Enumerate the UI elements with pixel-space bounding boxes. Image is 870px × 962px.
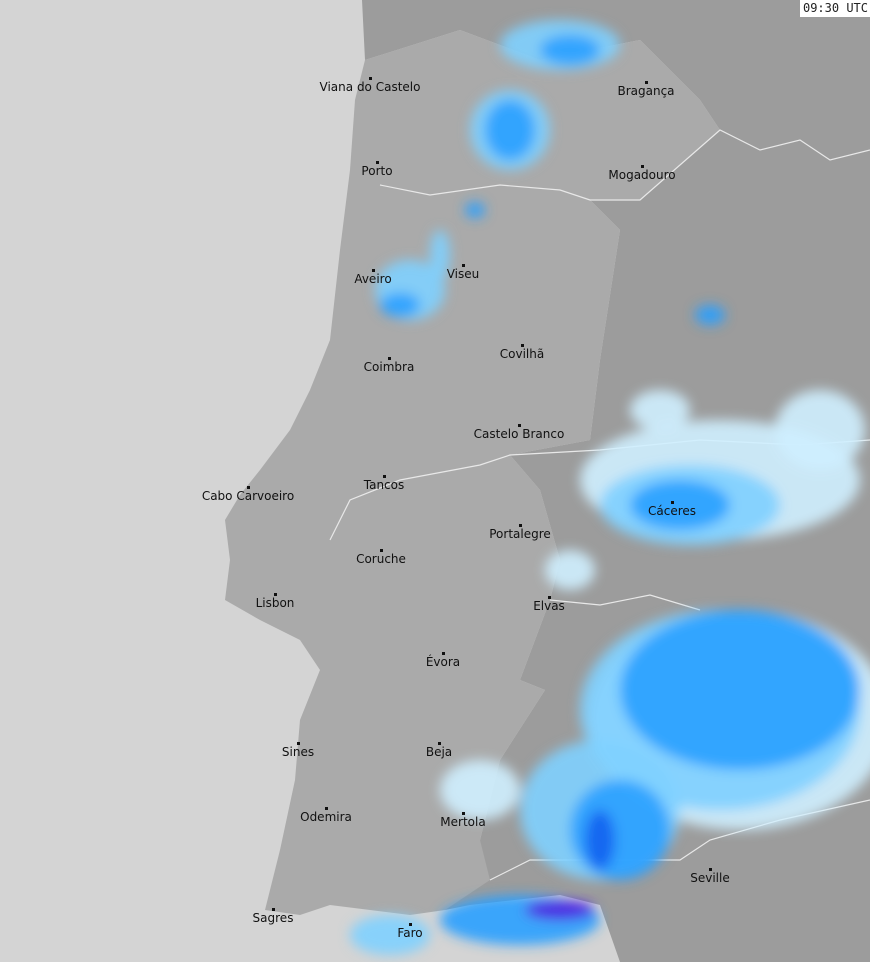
city-label: Aveiro [354, 272, 392, 286]
city-marker [438, 742, 441, 745]
city-marker [247, 486, 250, 489]
rain-cell [545, 550, 595, 590]
city-label: Porto [361, 164, 393, 178]
city-marker [442, 652, 445, 655]
rain-cell [540, 35, 600, 65]
rain-cell [695, 305, 725, 325]
rain-cell [585, 810, 615, 870]
rain-cell [775, 390, 865, 470]
radar-precipitation [350, 20, 870, 955]
city-label: Coimbra [363, 360, 415, 374]
city-label: Beja [425, 745, 453, 759]
city-label: Cabo Carvoeiro [201, 489, 295, 503]
city-marker [388, 357, 391, 360]
city-label: Covilhã [499, 347, 545, 361]
city-label: Bragança [617, 84, 675, 98]
rain-cell [380, 293, 420, 317]
city-label: Portalegre [489, 527, 551, 541]
city-marker [462, 264, 465, 267]
city-label: Odemira [300, 810, 352, 824]
city-marker [369, 77, 372, 80]
city-marker [409, 923, 412, 926]
city-marker [462, 812, 465, 815]
city-marker [380, 549, 383, 552]
city-label: Évora [425, 655, 461, 669]
city-label: Coruche [356, 552, 406, 566]
city-label: Lisbon [255, 596, 295, 610]
city-marker [521, 344, 524, 347]
city-label: Mertola [440, 815, 486, 829]
city-marker [548, 596, 551, 599]
city-label: Viseu [446, 267, 480, 281]
city-marker [641, 165, 644, 168]
city-marker [383, 475, 386, 478]
city-marker [325, 807, 328, 810]
city-marker [272, 908, 275, 911]
city-marker [709, 868, 712, 871]
city-label: Mogadouro [608, 168, 676, 182]
city-label: Sagres [252, 911, 294, 925]
city-label: Viana do Castelo [319, 80, 421, 94]
rain-cell [430, 230, 450, 280]
city-label: Castelo Branco [473, 427, 565, 441]
city-marker [519, 524, 522, 527]
rain-cell [620, 610, 860, 770]
portugal-land [225, 30, 720, 915]
city-marker [671, 501, 674, 504]
city-marker [372, 269, 375, 272]
city-marker [518, 424, 521, 427]
rain-cell [440, 760, 520, 820]
city-label: Faro [397, 926, 423, 940]
rain-cell [570, 780, 670, 880]
city-label: Cáceres [647, 504, 697, 518]
city-label: Sines [281, 745, 315, 759]
city-label: Seville [690, 871, 730, 885]
rain-cell [485, 100, 535, 160]
city-marker [645, 81, 648, 84]
city-label: Elvas [533, 599, 565, 613]
rain-cell [465, 202, 485, 218]
timestamp: 09:30 UTC [799, 0, 870, 17]
rain-cell [525, 900, 595, 920]
rain-cell [630, 390, 690, 430]
city-marker [274, 593, 277, 596]
city-marker [376, 161, 379, 164]
city-marker [297, 742, 300, 745]
rain-cell [630, 480, 730, 530]
city-label: Tancos [363, 478, 405, 492]
